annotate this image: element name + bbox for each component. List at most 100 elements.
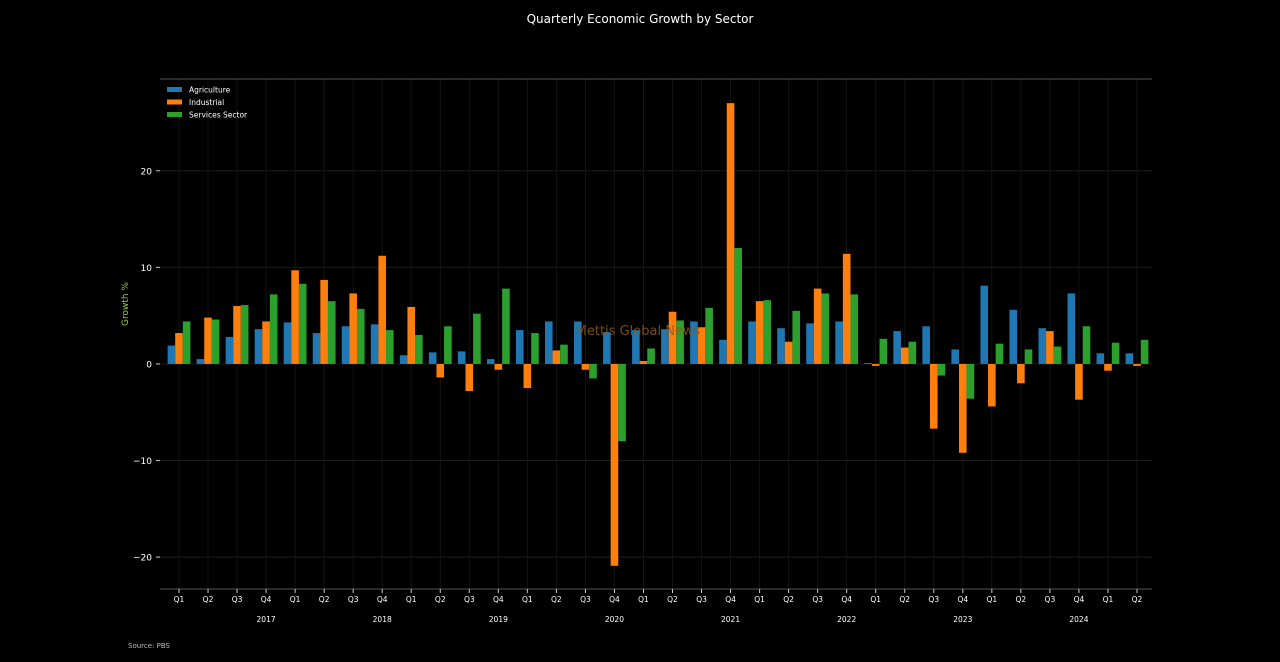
bar-services-sector bbox=[1082, 326, 1091, 364]
bar-agriculture bbox=[980, 285, 989, 364]
bar-industrial bbox=[1017, 363, 1025, 384]
y-tick-label: −20 bbox=[133, 554, 152, 564]
bar-agriculture bbox=[1009, 309, 1018, 364]
bar-agriculture bbox=[283, 322, 292, 364]
x-tick-label: Q3 bbox=[232, 595, 243, 604]
bar-agriculture bbox=[661, 329, 669, 364]
x-tick-label: Q2 bbox=[203, 595, 214, 604]
bar-agriculture bbox=[370, 324, 379, 364]
bar-agriculture bbox=[603, 332, 611, 364]
bar-services-sector bbox=[850, 294, 859, 364]
y-tick-label: 10 bbox=[141, 264, 153, 274]
bar-industrial bbox=[813, 288, 822, 364]
bar-services-sector bbox=[618, 363, 626, 442]
y-axis-label: Growth % bbox=[121, 282, 131, 326]
bar-services-sector bbox=[211, 319, 220, 364]
x-tick-label: Q3 bbox=[696, 595, 707, 604]
legend-swatch bbox=[167, 99, 182, 105]
bar-industrial bbox=[1104, 363, 1112, 371]
x-tick-label: Q2 bbox=[319, 595, 330, 604]
bar-services-sector bbox=[444, 326, 452, 364]
bar-services-sector bbox=[182, 321, 191, 364]
x-tick-label: Q2 bbox=[435, 595, 446, 604]
bar-services-sector bbox=[327, 301, 336, 364]
bar-agriculture bbox=[254, 329, 263, 364]
x-tick-label: Q4 bbox=[377, 595, 388, 604]
bar-services-sector bbox=[1024, 349, 1033, 364]
bar-industrial bbox=[523, 363, 532, 389]
x-tick-label: Q4 bbox=[841, 595, 852, 604]
bar-agriculture bbox=[922, 326, 930, 364]
bar-industrial bbox=[320, 279, 328, 364]
bar-industrial bbox=[842, 253, 851, 364]
bar-agriculture bbox=[225, 336, 234, 364]
bar-industrial bbox=[407, 306, 416, 364]
year-label: 2023 bbox=[953, 615, 972, 624]
x-tick-label: Q4 bbox=[725, 595, 736, 604]
bar-agriculture bbox=[777, 328, 785, 364]
bar-agriculture bbox=[167, 345, 176, 364]
bar-services-sector bbox=[386, 330, 394, 364]
bar-services-sector bbox=[879, 338, 888, 364]
bar-industrial bbox=[1046, 331, 1054, 364]
bar-agriculture bbox=[748, 321, 756, 364]
bar-industrial bbox=[929, 363, 938, 429]
bar-agriculture bbox=[719, 339, 727, 364]
bar-services-sector bbox=[908, 341, 917, 364]
bar-industrial bbox=[697, 327, 706, 364]
y-tick-label: −10 bbox=[133, 457, 152, 467]
bar-services-sector bbox=[502, 288, 510, 364]
bar-agriculture bbox=[515, 330, 524, 364]
watermark: Mettis Global News bbox=[576, 324, 701, 339]
bar-services-sector bbox=[473, 313, 481, 364]
bar-services-sector bbox=[995, 343, 1004, 364]
bar-industrial bbox=[581, 363, 590, 370]
bar-agriculture bbox=[574, 321, 582, 364]
bar-agriculture bbox=[835, 321, 843, 364]
year-label: 2020 bbox=[605, 615, 624, 624]
bar-agriculture bbox=[690, 321, 698, 364]
bar-agriculture bbox=[1096, 353, 1105, 364]
x-tick-label: Q2 bbox=[1016, 595, 1027, 604]
bar-industrial bbox=[988, 363, 996, 407]
legend-swatch bbox=[167, 112, 182, 117]
bar-agriculture bbox=[632, 330, 640, 364]
bar-agriculture bbox=[196, 359, 205, 364]
x-tick-label: Q2 bbox=[1132, 595, 1143, 604]
x-tick-label: Q3 bbox=[464, 595, 475, 604]
x-tick-label: Q3 bbox=[812, 595, 823, 604]
bar-services-sector bbox=[734, 248, 742, 364]
x-tick-label: Q1 bbox=[986, 595, 997, 604]
bar-industrial bbox=[204, 317, 212, 364]
bar-services-sector bbox=[763, 300, 771, 364]
year-label: 2019 bbox=[489, 615, 508, 624]
bar-services-sector bbox=[560, 344, 568, 364]
bar-industrial bbox=[1133, 363, 1141, 366]
bar-agriculture bbox=[893, 331, 901, 364]
bar-agriculture bbox=[544, 321, 553, 364]
bar-agriculture bbox=[399, 355, 408, 364]
legend-label: Services Sector bbox=[189, 111, 248, 120]
bar-agriculture bbox=[341, 326, 350, 364]
x-tick-label: Q4 bbox=[609, 595, 620, 604]
bar-industrial bbox=[784, 341, 793, 364]
bar-services-sector bbox=[792, 310, 801, 364]
bar-services-sector bbox=[415, 334, 423, 364]
x-tick-label: Q1 bbox=[174, 595, 185, 604]
legend-label: Agriculture bbox=[189, 86, 231, 95]
bar-services-sector bbox=[966, 363, 975, 399]
bar-industrial bbox=[494, 363, 503, 370]
bar-industrial bbox=[900, 347, 909, 364]
x-tick-label: Q1 bbox=[522, 595, 533, 604]
bar-industrial bbox=[959, 363, 967, 453]
bar-services-sector bbox=[240, 305, 249, 364]
bar-industrial bbox=[552, 350, 561, 364]
bar-industrial bbox=[233, 305, 241, 364]
x-tick-label: Q2 bbox=[667, 595, 678, 604]
bar-services-sector bbox=[676, 320, 684, 364]
bar-agriculture bbox=[864, 362, 872, 364]
y-tick-label: 0 bbox=[146, 360, 152, 370]
bar-industrial bbox=[291, 270, 299, 364]
bar-agriculture bbox=[486, 359, 495, 364]
x-tick-label: Q2 bbox=[899, 595, 910, 604]
